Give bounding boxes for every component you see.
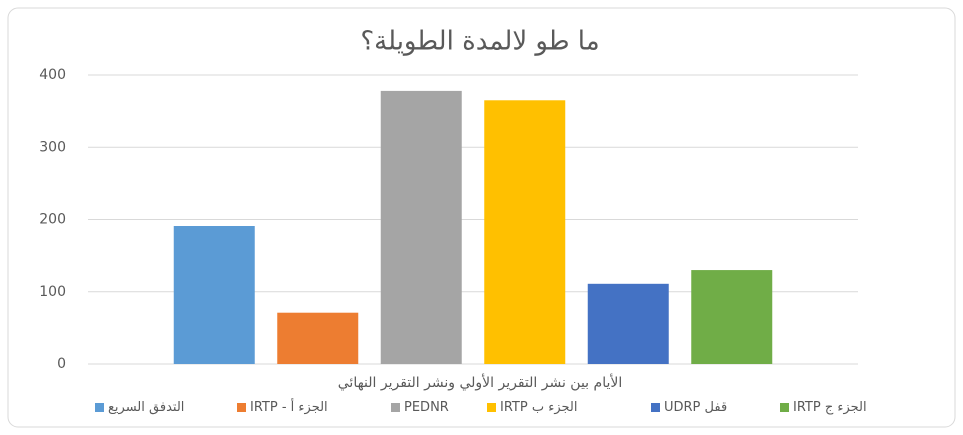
legend-item: التدفق السريع	[95, 400, 184, 415]
y-tick-label: 0	[57, 356, 66, 372]
bar	[691, 270, 773, 364]
y-tick-label: 200	[39, 212, 66, 228]
y-tick-label: 100	[39, 284, 66, 300]
legend-label: الجزء ب IRTP	[500, 400, 578, 415]
bar	[277, 312, 359, 364]
legend-swatch	[237, 403, 246, 412]
legend-label: قفل UDRP	[664, 400, 728, 415]
x-axis-label: الأيام بين نشر التقرير الأولي ونشر التقر…	[338, 373, 622, 391]
legend-label: الجزء ج IRTP	[793, 400, 867, 415]
bar	[173, 226, 255, 364]
legend-item: الجزء ب IRTP	[487, 400, 577, 415]
legend-label: PEDNR	[404, 400, 449, 415]
legend-swatch	[487, 403, 496, 412]
bar	[587, 283, 669, 364]
legend: التدفق السريع الجزء أ - IRTP PEDNR الجزء ب …	[0, 400, 963, 420]
y-tick-label: 300	[39, 139, 66, 155]
legend-swatch	[651, 403, 660, 412]
legend-swatch	[391, 403, 400, 412]
legend-item: PEDNR	[391, 400, 449, 415]
legend-swatch	[95, 403, 104, 412]
bar	[380, 90, 462, 365]
y-tick-label: 400	[39, 67, 66, 83]
legend-item: الجزء أ - IRTP	[237, 400, 328, 415]
legend-label: التدفق السريع	[108, 400, 185, 415]
legend-label: الجزء أ - IRTP	[250, 400, 328, 415]
bar	[484, 100, 566, 364]
legend-item: قفل UDRP	[651, 400, 727, 415]
legend-item: الجزء ج IRTP	[780, 400, 867, 415]
legend-swatch	[780, 403, 789, 412]
chart-title: ما طو لالمدة الطويلة؟	[360, 27, 599, 57]
